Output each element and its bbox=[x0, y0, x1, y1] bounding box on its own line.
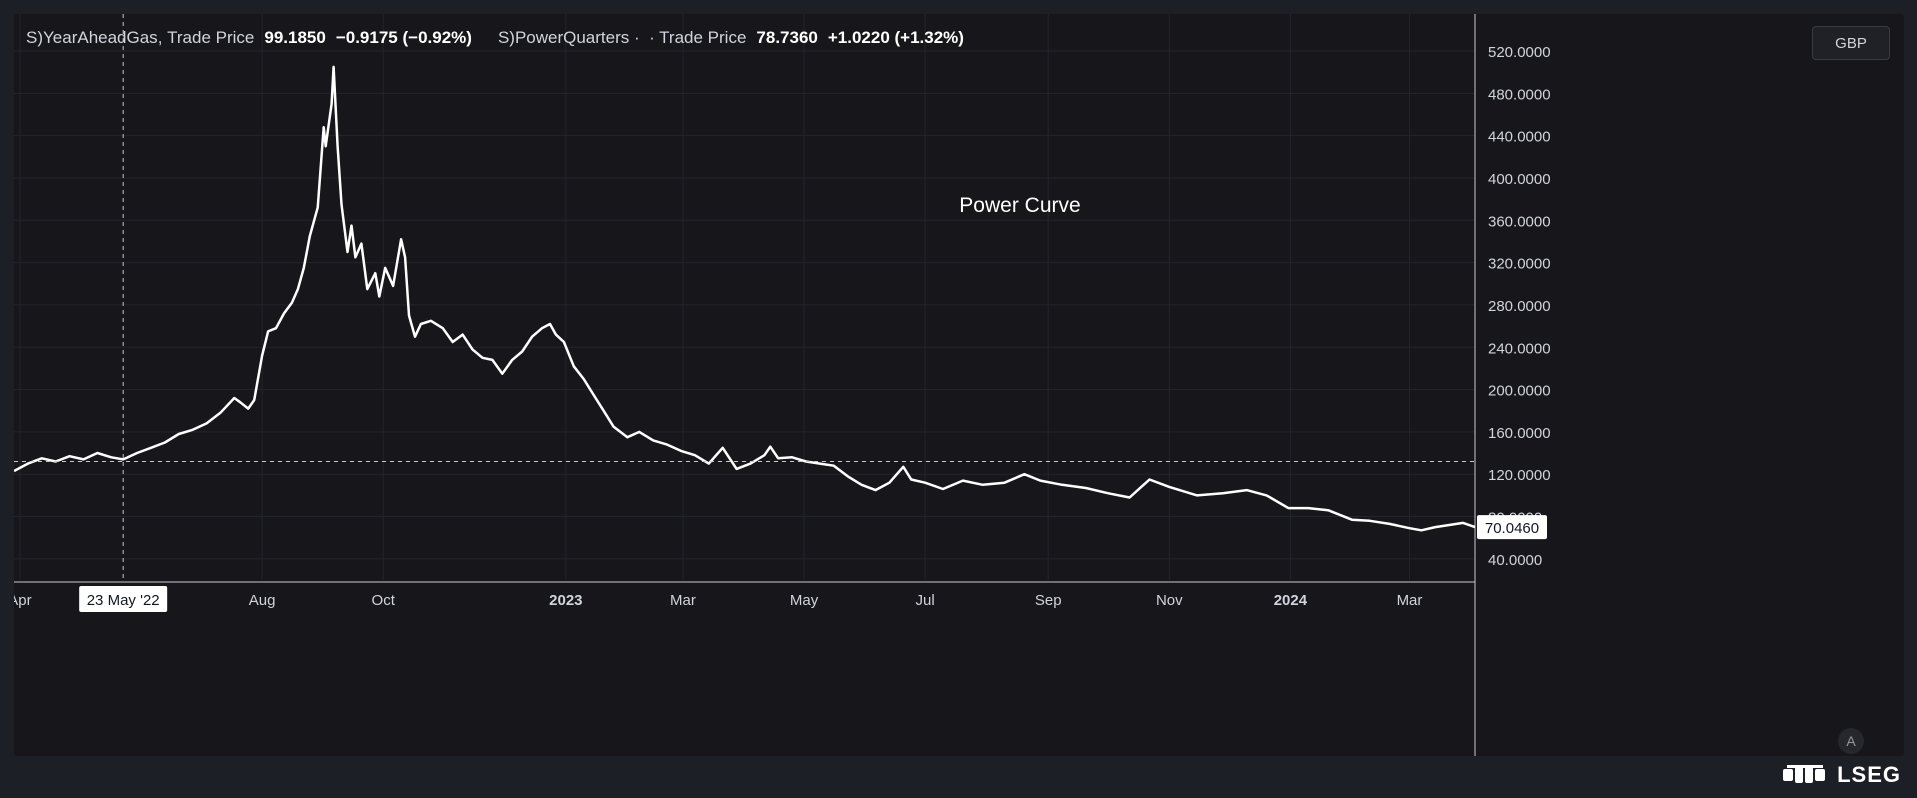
y-tick-label: 120.0000 bbox=[1488, 467, 1551, 484]
last-value-label: 70.0460 bbox=[1485, 520, 1539, 537]
legend-series1-change: −0.9175 (−0.92%) bbox=[335, 28, 472, 47]
grid-lines bbox=[14, 14, 1475, 580]
legend: S)YearAheadGas, Trade Price 99.1850 −0.9… bbox=[26, 28, 964, 48]
lseg-wordmark: LSEG bbox=[1837, 762, 1901, 787]
axes bbox=[14, 14, 1476, 756]
y-tick-label: 480.0000 bbox=[1488, 86, 1551, 103]
crosshair-date-label: 23 May '22 bbox=[87, 592, 160, 609]
x-tick-label: Oct bbox=[372, 592, 396, 609]
x-tick-label: Apr bbox=[14, 592, 32, 609]
x-tick-label: 2024 bbox=[1274, 592, 1308, 609]
x-tick-label: May bbox=[790, 592, 819, 609]
auto-scale-button[interactable]: A bbox=[1838, 728, 1864, 754]
currency-button[interactable]: GBP bbox=[1812, 26, 1890, 60]
legend-series1-value: 99.1850 bbox=[264, 28, 326, 47]
x-tick-label: Nov bbox=[1156, 592, 1183, 609]
y-tick-label: 440.0000 bbox=[1488, 129, 1551, 146]
chart-canvas[interactable]: 40.000080.0000120.0000160.0000200.000024… bbox=[14, 14, 1904, 756]
x-tick-label: Mar bbox=[670, 592, 696, 609]
chart-annotation: Power Curve bbox=[959, 194, 1080, 217]
x-tick-label: Jul bbox=[916, 592, 935, 609]
legend-series1-field-text: Trade Price bbox=[167, 28, 255, 47]
y-tick-label: 320.0000 bbox=[1488, 256, 1551, 273]
y-tick-label: 400.0000 bbox=[1488, 171, 1551, 188]
lseg-logo: LSEG bbox=[1781, 762, 1901, 788]
x-tick-label: Aug bbox=[249, 592, 276, 609]
y-tick-label: 240.0000 bbox=[1488, 340, 1551, 357]
x-tick-label: 2023 bbox=[549, 592, 582, 609]
crosshair-date-box bbox=[79, 586, 168, 612]
power-curve-line bbox=[14, 65, 1476, 532]
lseg-crest-icon bbox=[1783, 765, 1826, 783]
last-value-box bbox=[1477, 515, 1547, 540]
legend-series2-change: +1.0220 (+1.32%) bbox=[827, 28, 964, 47]
legend-series2-value: 78.7360 bbox=[756, 28, 818, 47]
y-tick-label: 360.0000 bbox=[1488, 213, 1551, 230]
y-tick-label: 520.0000 bbox=[1488, 44, 1551, 61]
y-tick-label: 40.0000 bbox=[1488, 552, 1542, 569]
legend-series2-field: · Trade Price bbox=[649, 28, 747, 47]
x-tick-label: Mar bbox=[1397, 592, 1423, 609]
power-curve-series bbox=[14, 65, 1476, 532]
legend-series1-field: , bbox=[157, 28, 168, 47]
chart-panel[interactable]: 40.000080.0000120.0000160.0000200.000024… bbox=[14, 14, 1904, 756]
x-tick-label: Sep bbox=[1035, 592, 1062, 609]
legend-series2-name[interactable]: S)PowerQuarters · bbox=[497, 28, 640, 47]
y-tick-label: 280.0000 bbox=[1488, 298, 1551, 315]
y-tick-label: 160.0000 bbox=[1488, 425, 1551, 442]
axis-labels: 40.000080.0000120.0000160.0000200.000024… bbox=[14, 44, 1551, 612]
y-tick-label: 200.0000 bbox=[1488, 383, 1551, 400]
legend-series1-name[interactable]: S)YearAheadGas bbox=[26, 28, 158, 47]
crosshair bbox=[14, 14, 1475, 582]
